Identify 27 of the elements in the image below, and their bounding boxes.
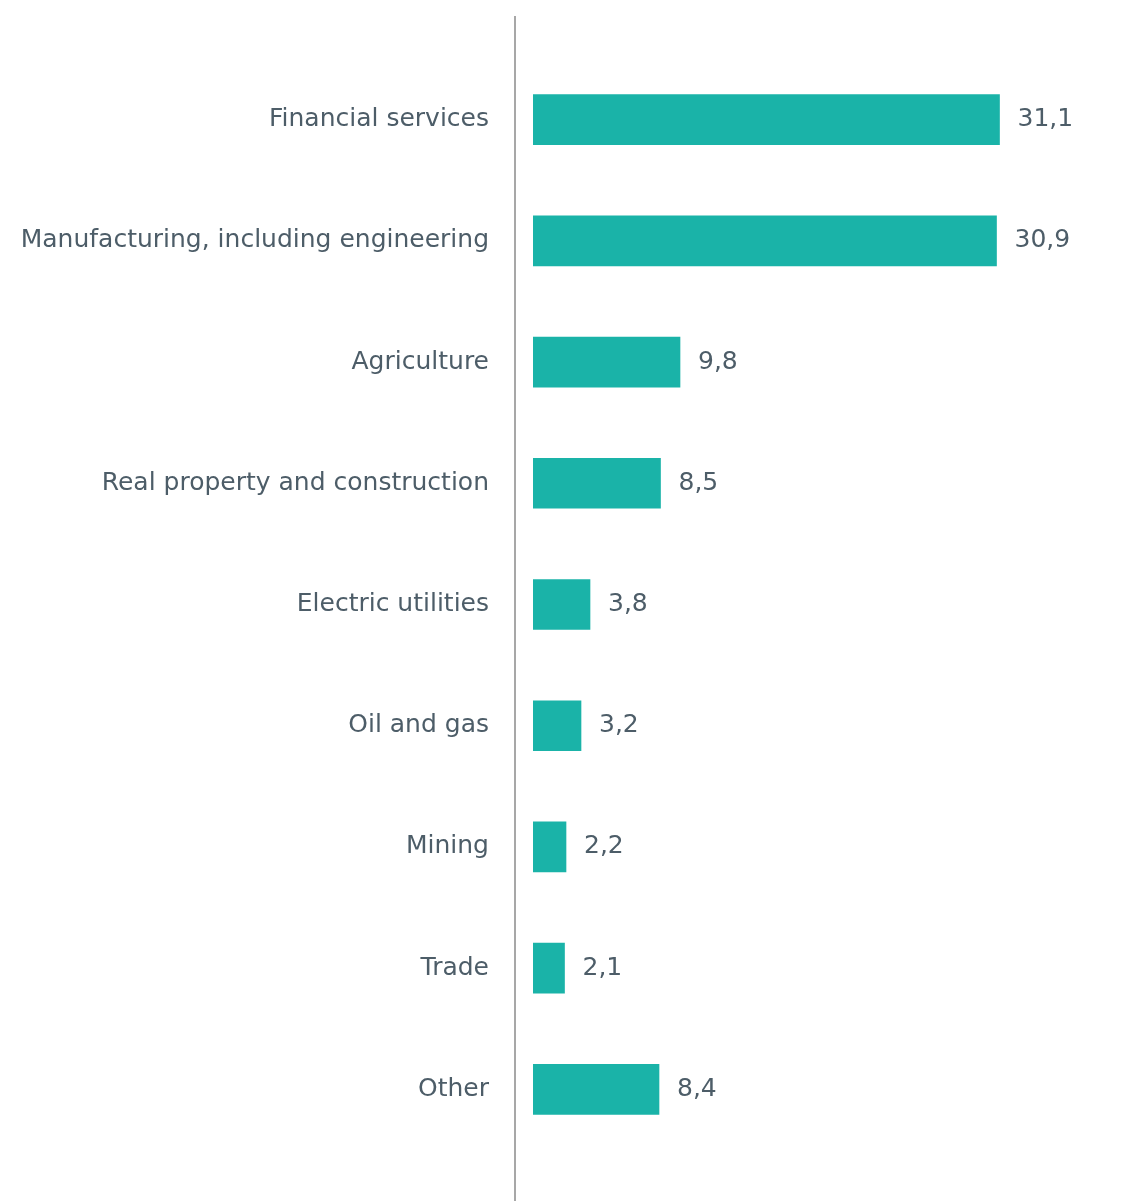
data-label: 8,4 bbox=[677, 1072, 717, 1102]
data-label: 8,5 bbox=[678, 466, 719, 496]
bar bbox=[533, 942, 565, 994]
y-tick-label: Oil and gas bbox=[348, 709, 489, 739]
bar bbox=[533, 700, 582, 752]
data-label: 3,2 bbox=[599, 709, 639, 739]
bar bbox=[533, 336, 681, 388]
data-label: 31,1 bbox=[1017, 103, 1074, 133]
bar bbox=[533, 94, 1000, 145]
data-label: 2,2 bbox=[584, 830, 624, 860]
y-tick-label: Financial services bbox=[269, 103, 489, 133]
data-label: 9,8 bbox=[698, 345, 738, 375]
bar bbox=[533, 1064, 660, 1115]
bar bbox=[533, 821, 567, 873]
y-tick-label: Real property and construction bbox=[101, 466, 489, 496]
bar bbox=[533, 457, 661, 509]
y-tick-label: Other bbox=[418, 1072, 490, 1102]
data-label: 30,9 bbox=[1014, 224, 1071, 254]
y-tick-label: Agriculture bbox=[351, 345, 489, 375]
bar bbox=[533, 215, 997, 267]
y-tick-label: Trade bbox=[419, 951, 489, 981]
y-tick-label: Mining bbox=[405, 830, 489, 860]
bar bbox=[533, 579, 591, 630]
data-label: 2,1 bbox=[582, 951, 623, 981]
data-label: 3,8 bbox=[608, 588, 648, 617]
y-tick-label: Electric utilities bbox=[296, 588, 489, 617]
y-tick-label: Manufacturing, including engineering bbox=[20, 224, 489, 254]
